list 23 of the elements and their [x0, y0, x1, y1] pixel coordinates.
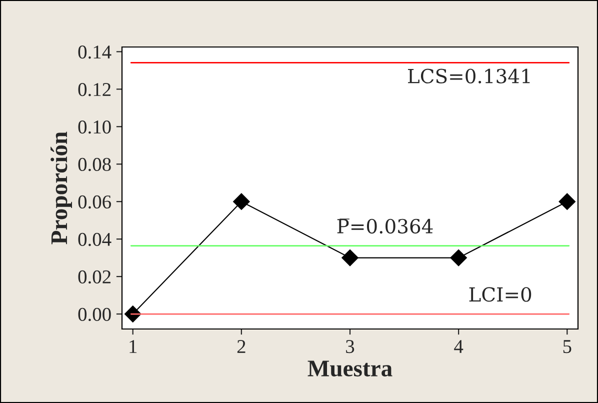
ref-line-label: LCI=0 [469, 287, 532, 302]
x-axis-title: Muestra [308, 360, 392, 376]
y-axis-title: Proporción [50, 132, 72, 244]
x-tick-label: 1 [130, 340, 137, 353]
y-tick-label: 0.06 [78, 195, 112, 209]
y-tick-label: 0.00 [78, 308, 111, 322]
ref-line-label: P̅=0.0364 [337, 218, 433, 234]
y-tick-label: 0.04 [78, 232, 112, 246]
y-tick-label: 0.08 [78, 158, 111, 172]
y-tick-label: 0.10 [78, 120, 111, 134]
x-tick-label: 3 [346, 340, 354, 354]
x-tick-label: 2 [237, 340, 246, 353]
point [233, 193, 250, 210]
point [124, 306, 142, 322]
y-tick-label: 0.02 [78, 270, 111, 284]
point [342, 249, 358, 266]
ref-line-label: LCS=0.1341 [408, 68, 530, 84]
x-tick-label: 5 [563, 340, 572, 354]
x-tick-label: 4 [454, 340, 464, 353]
y-tick-label: 0.14 [78, 46, 112, 59]
y-tick-label: 0.12 [78, 82, 111, 96]
point [558, 193, 576, 210]
point [450, 249, 467, 266]
